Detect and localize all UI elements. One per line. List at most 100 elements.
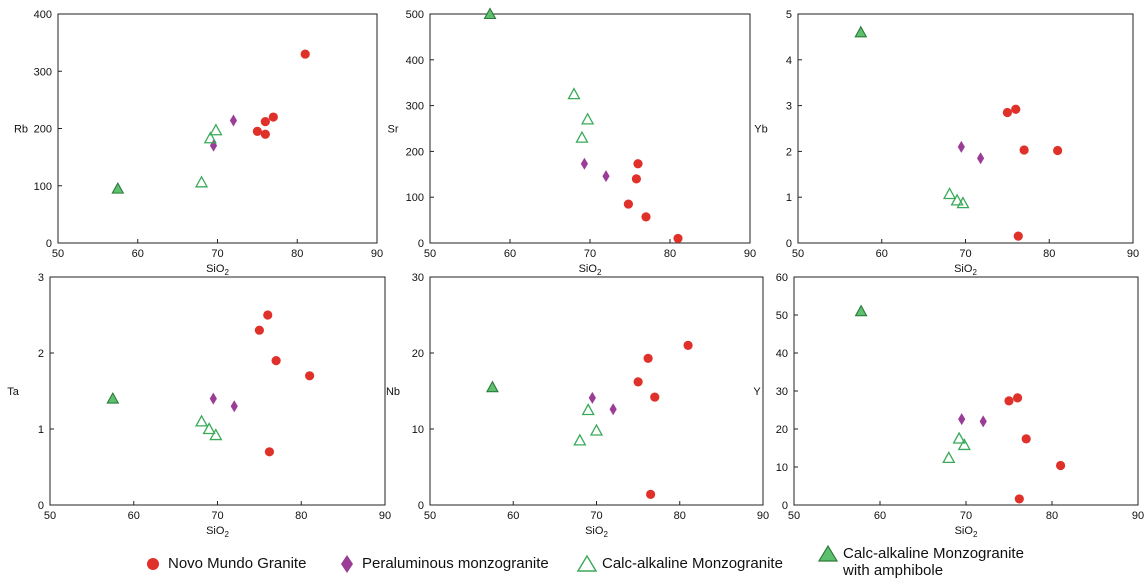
panel-ta: 50 60 70 80 90 0 1 2 3 SiO2 Ta (7, 272, 391, 539)
plot-frame (429, 13, 751, 244)
x-tick-label: 90 (379, 510, 391, 522)
data-point-triangle-open (202, 422, 216, 435)
legend-label-peraluminous: Peraluminous monzogranite (362, 555, 549, 572)
y-tick-label: 4 (786, 55, 792, 67)
x-tick-label: 50 (52, 248, 64, 260)
legend-label-amphibole: Calc-alkaline Monzogranite with amphibol… (843, 544, 1024, 579)
data-point-triangle-open (581, 112, 595, 125)
legend-open-triangle-marker (577, 554, 597, 572)
y-tick-label: 0 (418, 238, 424, 250)
data-point-circle (623, 199, 634, 209)
y-axis-label: Y (753, 386, 761, 398)
data-point-circle (1019, 145, 1029, 155)
data-point-triangle-filled (486, 380, 499, 393)
x-tick-label: 70 (959, 248, 971, 260)
y-axis-label: Ta (7, 386, 20, 398)
data-point-triangle-open (209, 428, 223, 441)
data-point-circle (1013, 231, 1023, 241)
x-axis-label: SiO2 (585, 525, 608, 539)
data-point-circle (268, 112, 278, 122)
y-tick-label: 50 (776, 310, 788, 322)
data-point-triangle-open (203, 131, 217, 144)
x-tick-label: 90 (757, 510, 769, 522)
panel-sr: 50 60 70 80 90 0 100 200 300 400 500 SiO2 Sr (388, 7, 756, 277)
data-point-circle (263, 310, 273, 320)
x-tick-label: 50 (44, 510, 56, 522)
legend-filled-triangle-marker (818, 544, 838, 562)
data-point-circle (1021, 434, 1031, 444)
y-tick-label: 30 (412, 272, 424, 284)
x-tick-label: 70 (584, 248, 596, 260)
y-tick-label: 200 (34, 124, 52, 136)
data-point-circle (1056, 460, 1066, 471)
y-tick-label: 300 (34, 66, 52, 78)
y-tick-label: 2 (38, 348, 44, 360)
data-point-circle (1053, 145, 1063, 156)
panel-y: 50 60 70 80 90 0 10 20 30 40 50 60 SiO2 Y (753, 272, 1144, 539)
data-point-triangle-filled (106, 391, 120, 404)
y-tick-label: 3 (786, 101, 792, 113)
data-point-diamond (209, 139, 218, 152)
y-tick-label: 10 (776, 462, 788, 474)
legend-filled-triangle-shape (818, 544, 838, 562)
data-point-triangle-open (567, 87, 581, 100)
y-tick-label: 400 (34, 9, 52, 21)
y-tick-label: 0 (418, 500, 424, 512)
data-point-triangle-open (942, 187, 957, 200)
x-tick-label: 60 (874, 510, 886, 522)
y-tick-label: 60 (776, 272, 788, 284)
legend-circle-shape (147, 558, 159, 570)
y-tick-label: 10 (412, 424, 424, 436)
legend-diamond-shape (341, 555, 353, 573)
data-point-circle (264, 447, 275, 457)
legend-label-amphibole-line1: Calc-alkaline Monzogranite (843, 545, 1024, 562)
y-axis-label: Yb (754, 124, 767, 136)
legend: Novo Mundo Granite Peraluminous monzogra… (0, 540, 1146, 583)
data-point-circle (1014, 494, 1024, 504)
y-tick-label: 500 (406, 9, 424, 21)
y-tick-label: 5 (786, 9, 792, 21)
data-point-triangle-open (581, 403, 595, 416)
data-point-triangle-open (950, 193, 964, 206)
legend-item-novo: Novo Mundo Granite (143, 554, 306, 574)
data-point-circle (1011, 104, 1021, 114)
data-point-diamond (958, 413, 966, 426)
y-tick-label: 100 (34, 181, 52, 193)
legend-item-calc: Calc-alkaline Monzogranite (577, 554, 783, 574)
data-point-circle (633, 159, 643, 169)
x-tick-label: 70 (211, 248, 223, 260)
data-point-circle (1002, 107, 1012, 118)
data-point-triangle-open (209, 123, 223, 136)
data-point-diamond (580, 157, 588, 170)
data-point-diamond (976, 152, 985, 165)
data-point-triangle-open (589, 423, 604, 436)
plot-frame (429, 276, 764, 506)
x-tick-label: 80 (674, 510, 686, 522)
data-point-diamond (979, 415, 987, 428)
x-tick-label: 70 (211, 510, 223, 522)
y-tick-label: 0 (782, 500, 788, 512)
data-point-circle (633, 377, 643, 387)
x-tick-label: 50 (792, 248, 804, 260)
x-tick-label: 90 (744, 248, 756, 260)
x-tick-label: 50 (424, 248, 436, 260)
legend-label-calc: Calc-alkaline Monzogranite (602, 555, 783, 572)
data-point-circle (683, 340, 693, 350)
x-axis-label: SiO2 (955, 525, 978, 539)
y-tick-label: 0 (786, 238, 792, 250)
x-tick-label: 60 (128, 510, 140, 522)
data-point-diamond (230, 400, 238, 413)
data-point-circle (641, 212, 651, 222)
panel-yb: 50 60 70 80 90 0 1 2 3 4 5 SiO2 Yb (754, 9, 1139, 277)
panel-nb: 50 60 70 80 90 0 10 20 30 SiO2 Nb (386, 272, 769, 539)
x-tick-label: 60 (132, 248, 144, 260)
legend-item-amphibole: Calc-alkaline Monzogranite with amphibol… (818, 544, 1024, 579)
data-point-circle (252, 126, 262, 136)
y-tick-label: 3 (38, 272, 44, 284)
data-point-triangle-filled (483, 7, 497, 20)
data-point-triangle-open (952, 431, 966, 444)
data-point-diamond (957, 140, 965, 153)
data-point-diamond (609, 403, 617, 416)
y-axis-label: Nb (386, 386, 400, 398)
legend-label-amphibole-line2: with amphibole (843, 562, 944, 579)
